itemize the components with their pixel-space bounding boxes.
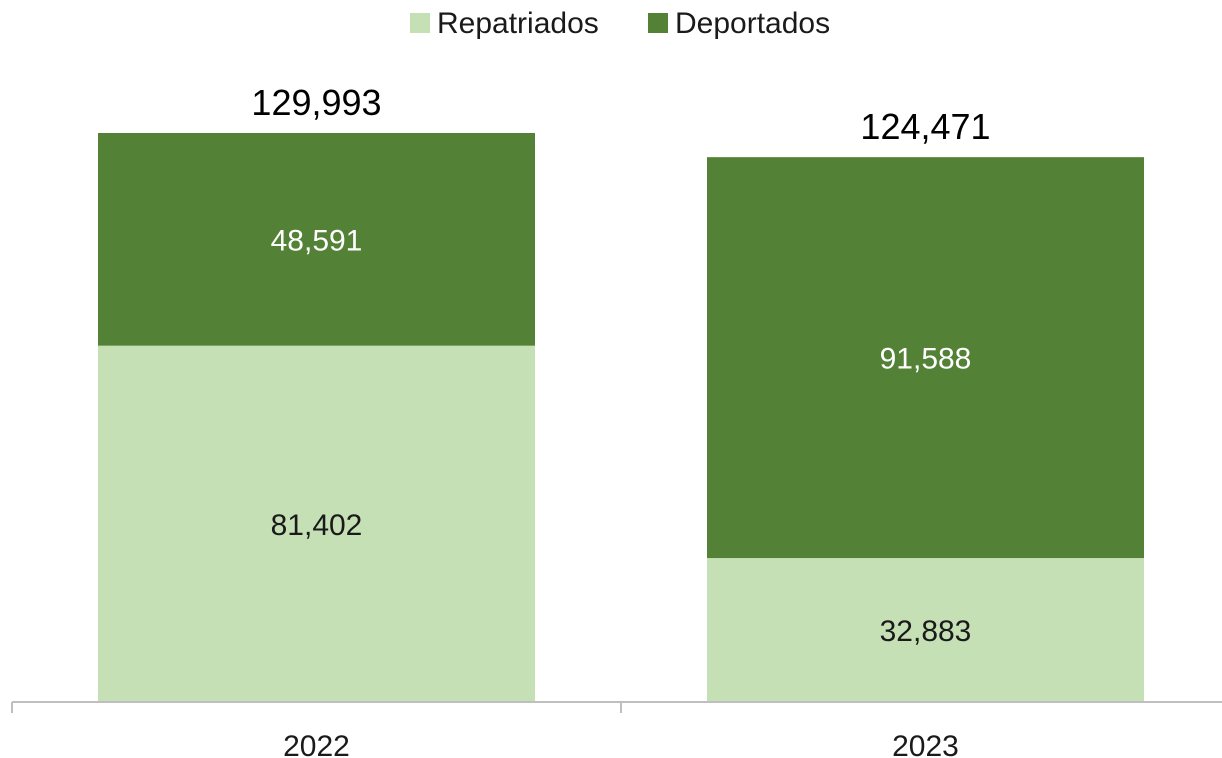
legend-swatch-deportados <box>648 13 668 33</box>
data-label-deportados-2023: 91,588 <box>880 343 972 376</box>
data-labels: 81,402 48,591 129,993 32,883 91,588 124,471 <box>251 82 990 648</box>
bar-repatriados-2022 <box>98 345 535 702</box>
legend-swatch-repatriados <box>410 13 430 33</box>
total-label-2023: 124,471 <box>860 106 990 147</box>
x-axis: 2022 2023 <box>11 701 1222 758</box>
x-tick-label-2023: 2023 <box>892 730 959 758</box>
legend-label-repatriados: Repatriados <box>437 7 599 40</box>
x-tick-label-2022: 2022 <box>283 730 350 758</box>
bars <box>98 133 1144 702</box>
bar-deportados-2023 <box>707 157 1144 559</box>
data-label-repatriados-2023: 32,883 <box>880 615 972 648</box>
bar-deportados-2022 <box>98 133 535 346</box>
legend-label-deportados: Deportados <box>675 7 830 40</box>
data-label-repatriados-2022: 81,402 <box>271 509 363 542</box>
bar-repatriados-2023 <box>707 558 1144 702</box>
total-label-2022: 129,993 <box>251 82 381 123</box>
data-label-deportados-2022: 48,591 <box>271 224 363 257</box>
legend: Repatriados Deportados <box>410 7 830 40</box>
